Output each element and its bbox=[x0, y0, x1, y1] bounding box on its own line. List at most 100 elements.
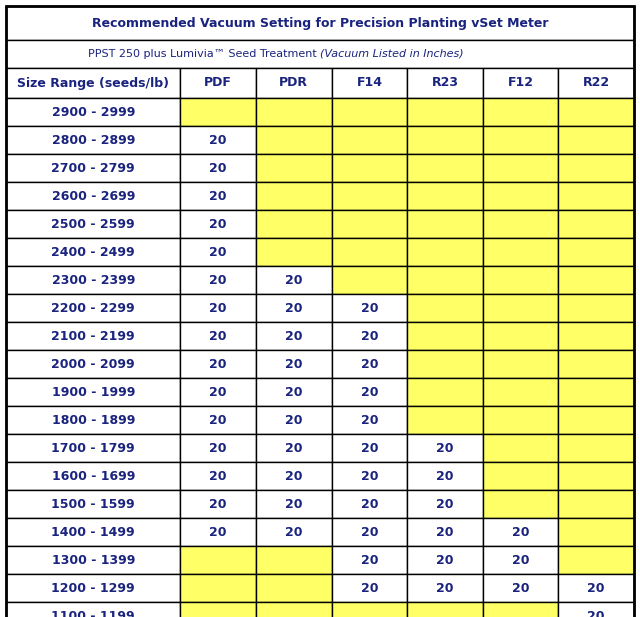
Bar bbox=[559, 406, 634, 434]
Bar bbox=[559, 98, 634, 126]
Text: R23: R23 bbox=[431, 77, 458, 89]
Text: 20: 20 bbox=[361, 329, 378, 342]
Bar bbox=[332, 546, 407, 574]
Text: 20: 20 bbox=[361, 497, 378, 510]
Bar bbox=[180, 462, 256, 490]
Bar bbox=[180, 378, 256, 406]
Text: 2900 - 2999: 2900 - 2999 bbox=[52, 106, 135, 118]
Text: 2300 - 2399: 2300 - 2399 bbox=[52, 273, 135, 286]
Bar bbox=[559, 210, 634, 238]
Bar bbox=[256, 378, 332, 406]
Bar bbox=[256, 490, 332, 518]
Bar bbox=[407, 378, 483, 406]
Text: 20: 20 bbox=[285, 442, 303, 455]
Bar bbox=[483, 518, 559, 546]
Text: 20: 20 bbox=[209, 470, 227, 482]
Bar bbox=[332, 602, 407, 617]
Text: 20: 20 bbox=[209, 329, 227, 342]
Bar bbox=[407, 406, 483, 434]
Bar bbox=[483, 406, 559, 434]
Bar bbox=[180, 406, 256, 434]
Bar bbox=[180, 98, 256, 126]
Bar bbox=[180, 154, 256, 182]
Text: 2600 - 2699: 2600 - 2699 bbox=[52, 189, 135, 202]
Bar bbox=[6, 434, 180, 462]
Text: 20: 20 bbox=[436, 470, 454, 482]
Bar bbox=[332, 210, 407, 238]
Bar bbox=[483, 602, 559, 617]
Text: 20: 20 bbox=[588, 581, 605, 595]
Bar bbox=[332, 182, 407, 210]
Bar bbox=[559, 154, 634, 182]
Text: 20: 20 bbox=[285, 386, 303, 399]
Bar bbox=[559, 266, 634, 294]
Text: 20: 20 bbox=[512, 526, 529, 539]
Text: 20: 20 bbox=[209, 302, 227, 315]
Bar bbox=[559, 238, 634, 266]
Text: 20: 20 bbox=[285, 302, 303, 315]
Text: 20: 20 bbox=[209, 526, 227, 539]
Bar bbox=[407, 238, 483, 266]
Bar bbox=[6, 546, 180, 574]
Bar bbox=[6, 350, 180, 378]
Bar bbox=[256, 434, 332, 462]
Bar bbox=[559, 462, 634, 490]
Bar bbox=[256, 154, 332, 182]
Bar bbox=[180, 546, 256, 574]
Bar bbox=[483, 154, 559, 182]
Bar bbox=[559, 182, 634, 210]
Text: 1700 - 1799: 1700 - 1799 bbox=[51, 442, 135, 455]
Bar bbox=[483, 210, 559, 238]
Bar bbox=[483, 350, 559, 378]
Text: 1600 - 1699: 1600 - 1699 bbox=[52, 470, 135, 482]
Bar bbox=[6, 322, 180, 350]
Bar bbox=[407, 68, 483, 98]
Text: 20: 20 bbox=[285, 329, 303, 342]
Text: 20: 20 bbox=[436, 553, 454, 566]
Bar bbox=[332, 238, 407, 266]
Bar bbox=[407, 294, 483, 322]
Bar bbox=[407, 574, 483, 602]
Text: 2800 - 2899: 2800 - 2899 bbox=[52, 133, 135, 146]
Text: 20: 20 bbox=[512, 553, 529, 566]
Bar bbox=[256, 322, 332, 350]
Bar bbox=[180, 574, 256, 602]
Bar bbox=[6, 238, 180, 266]
Text: 20: 20 bbox=[285, 526, 303, 539]
Bar bbox=[6, 40, 634, 68]
Bar bbox=[407, 462, 483, 490]
Text: 20: 20 bbox=[285, 273, 303, 286]
Text: 20: 20 bbox=[209, 413, 227, 426]
Bar bbox=[6, 406, 180, 434]
Bar bbox=[6, 98, 180, 126]
Bar bbox=[180, 434, 256, 462]
Bar bbox=[559, 602, 634, 617]
Bar bbox=[256, 294, 332, 322]
Text: 20: 20 bbox=[209, 189, 227, 202]
Bar bbox=[559, 378, 634, 406]
Text: 20: 20 bbox=[436, 581, 454, 595]
Bar bbox=[483, 126, 559, 154]
Text: 20: 20 bbox=[209, 273, 227, 286]
Bar bbox=[483, 238, 559, 266]
Bar bbox=[483, 98, 559, 126]
Bar bbox=[559, 574, 634, 602]
Text: 1500 - 1599: 1500 - 1599 bbox=[51, 497, 135, 510]
Bar bbox=[332, 154, 407, 182]
Bar bbox=[332, 350, 407, 378]
Bar bbox=[180, 602, 256, 617]
Bar bbox=[483, 294, 559, 322]
Bar bbox=[6, 462, 180, 490]
Bar bbox=[256, 406, 332, 434]
Bar bbox=[332, 378, 407, 406]
Bar bbox=[407, 98, 483, 126]
Text: (Vacuum Listed in Inches): (Vacuum Listed in Inches) bbox=[320, 49, 463, 59]
Bar bbox=[6, 68, 180, 98]
Bar bbox=[180, 182, 256, 210]
Bar bbox=[483, 68, 559, 98]
Bar bbox=[483, 266, 559, 294]
Bar bbox=[407, 322, 483, 350]
Text: 1100 - 1199: 1100 - 1199 bbox=[51, 610, 135, 617]
Text: 20: 20 bbox=[361, 386, 378, 399]
Bar bbox=[559, 126, 634, 154]
